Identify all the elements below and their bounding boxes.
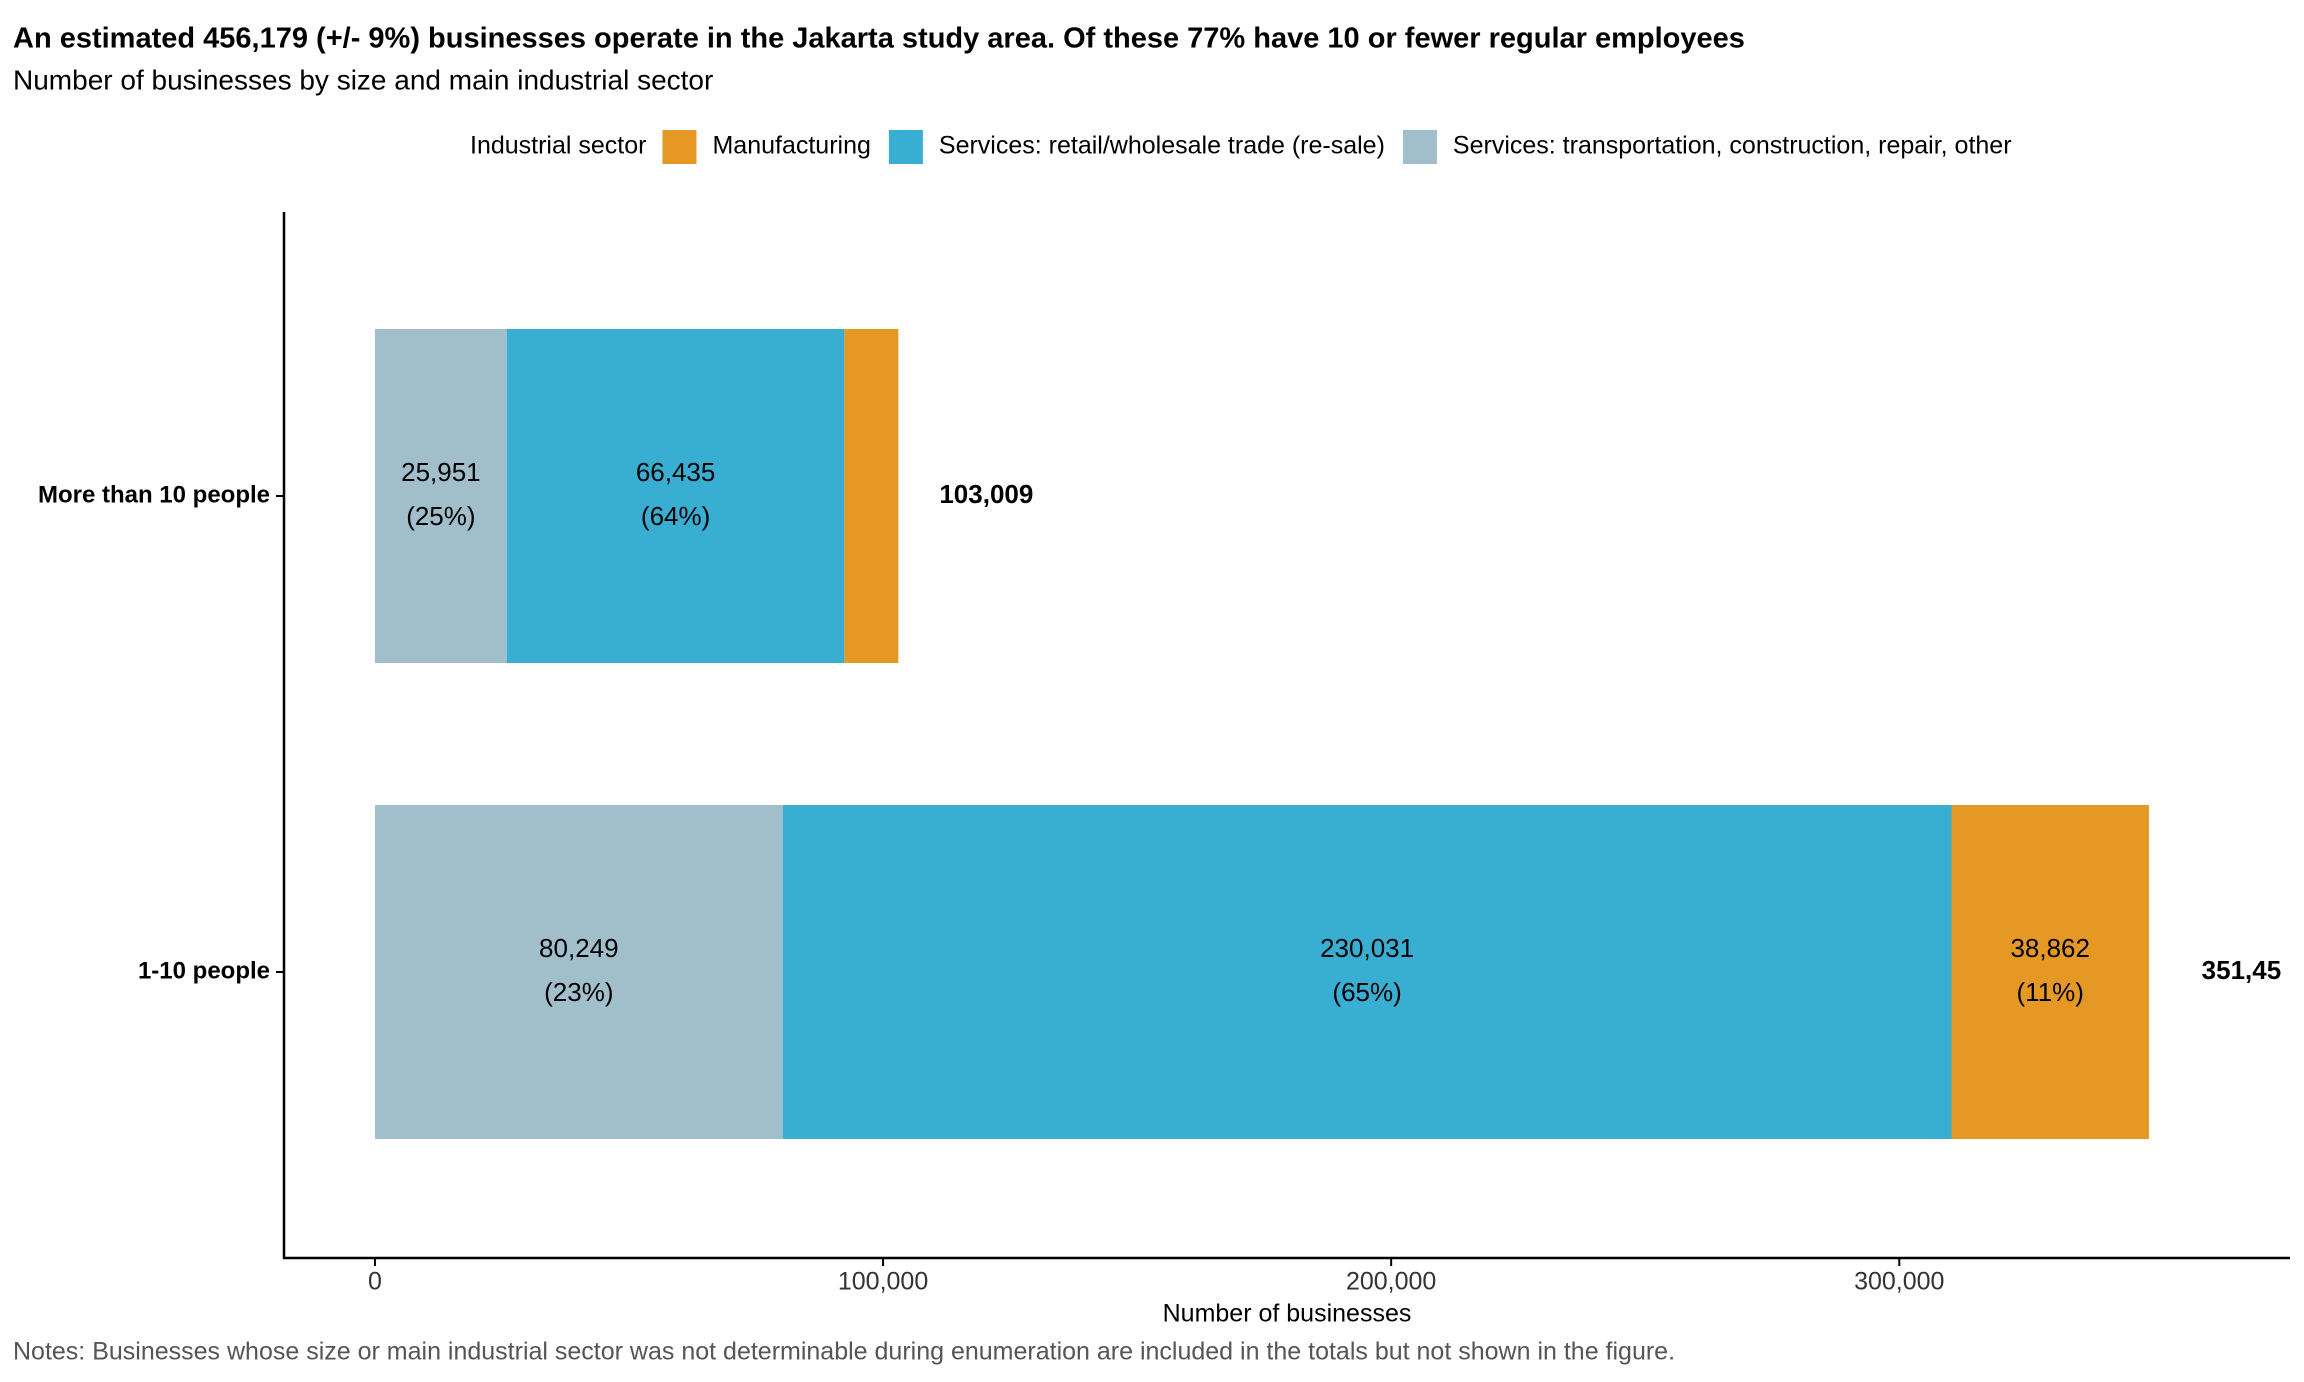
value-label: 80,249 (539, 933, 619, 963)
share-label: (25%) (406, 501, 475, 531)
legend-label: Services: transportation, construction, … (1453, 132, 2012, 160)
legend-swatch (1402, 130, 1437, 164)
legend-label: Manufacturing (712, 132, 870, 160)
chart-subtitle: Number of businesses by size and main in… (13, 64, 713, 95)
total-label: 103,009 (939, 479, 1033, 509)
bar-segment (506, 329, 845, 663)
share-label: (23%) (544, 977, 613, 1007)
x-tick-label: 200,000 (1346, 1268, 1436, 1296)
share-label: (64%) (641, 501, 710, 531)
legend-label: Services: retail/wholesale trade (re-sal… (939, 132, 1385, 160)
bar-segment (374, 329, 507, 663)
value-label: 66,435 (636, 457, 716, 487)
share-label: (11%) (2017, 977, 2084, 1007)
total-label: 351,45 (2202, 955, 2282, 985)
bar-segment (374, 805, 783, 1139)
chart-title: An estimated 456,179 (+/- 9%) businesses… (13, 23, 1745, 55)
y-tick-label: More than 10 people (38, 481, 270, 508)
legend-swatch (888, 130, 923, 164)
value-label: 38,862 (2010, 933, 2090, 963)
x-axis-title: Number of businesses (1163, 1300, 1412, 1328)
bar-segment (844, 329, 899, 663)
legend-swatch (662, 130, 697, 164)
value-label: 230,031 (1320, 933, 1414, 963)
x-tick-label: 0 (368, 1268, 382, 1296)
legend-title: Industrial sector (470, 132, 646, 160)
bar-segment (1951, 805, 2149, 1139)
bar-segment (782, 805, 1952, 1139)
value-label: 25,951 (401, 457, 481, 487)
x-tick-label: 100,000 (838, 1268, 928, 1296)
notes: Notes: Businesses whose size or main ind… (13, 1338, 1675, 1366)
share-label: (65%) (1332, 977, 1401, 1007)
y-tick-label: 1-10 people (138, 957, 270, 984)
x-tick-label: 300,000 (1854, 1268, 1944, 1296)
